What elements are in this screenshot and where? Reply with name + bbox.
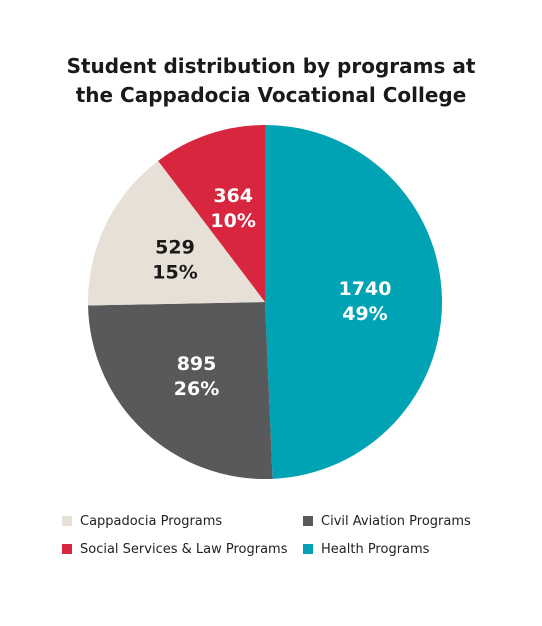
legend-swatch bbox=[303, 544, 313, 554]
chart-title-line-2: the Cappadocia Vocational College bbox=[75, 83, 467, 107]
pie-slice-social-services-law-programs bbox=[158, 125, 265, 302]
chart-title: Student distribution by programs at the … bbox=[0, 52, 542, 110]
slice-percent-label-cappadocia-programs: 15% bbox=[152, 261, 197, 283]
pie-slice-civil-aviation-programs bbox=[88, 302, 273, 480]
legend-label: Social Services & Law Programs bbox=[80, 541, 288, 557]
pie-slice-health-programs bbox=[265, 125, 443, 479]
legend-swatch bbox=[62, 516, 72, 526]
slice-percent-label-civil-aviation-programs: 26% bbox=[174, 378, 219, 400]
pie-slice-cappadocia-programs bbox=[88, 160, 265, 306]
legend-item-health-programs: Health Programs bbox=[303, 540, 429, 558]
legend-label: Health Programs bbox=[321, 541, 430, 557]
slice-value-label-cappadocia-programs: 529 bbox=[155, 236, 195, 258]
legend-label: Civil Aviation Programs bbox=[321, 513, 471, 529]
legend-swatch bbox=[62, 544, 72, 554]
slice-percent-label-social-services-law-programs: 10% bbox=[210, 210, 255, 232]
slice-percent-label-health-programs: 49% bbox=[342, 303, 387, 325]
slice-value-label-health-programs: 1740 bbox=[339, 278, 392, 300]
legend-item-civil-aviation-programs: Civil Aviation Programs bbox=[303, 512, 471, 530]
slice-value-label-civil-aviation-programs: 895 bbox=[177, 353, 217, 375]
chart-title-line-1: Student distribution by programs at bbox=[66, 54, 476, 78]
legend-item-social-services-law-programs: Social Services & Law Programs bbox=[62, 540, 288, 558]
legend-swatch bbox=[303, 516, 313, 526]
slice-value-label-social-services-law-programs: 364 bbox=[213, 185, 253, 207]
legend-item-cappadocia-programs: Cappadocia Programs bbox=[62, 512, 222, 530]
legend-label: Cappadocia Programs bbox=[80, 513, 223, 529]
